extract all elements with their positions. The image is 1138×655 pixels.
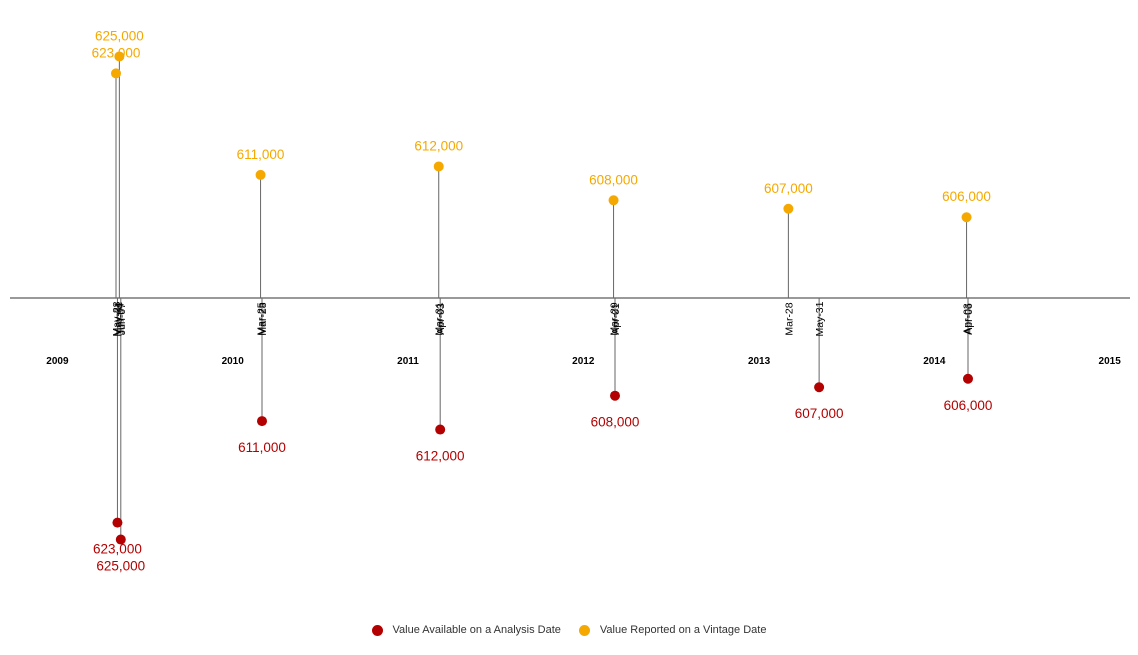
date-tick-label: May-28 [111,301,123,336]
legend: Value Available on a Analysis Date Value… [0,619,1138,641]
analysis-point[interactable] [115,534,126,545]
date-tick-label: Apr-06 [963,303,975,335]
vintage-point[interactable] [783,203,794,214]
date-tick-label: Mar-28 [257,302,269,335]
value-label: 612,000 [414,138,463,153]
value-label: 611,000 [238,440,286,455]
legend-marker-analysis [371,624,383,636]
year-label: 2015 [1099,356,1122,367]
value-label: 608,000 [591,415,640,430]
vintage-point[interactable] [433,161,444,172]
date-tick-label: Apr-01 [610,303,622,335]
legend-marker-vintage [578,624,590,636]
year-label: 2010 [222,356,245,367]
value-label: 623,000 [93,542,142,557]
value-label: 606,000 [944,398,993,413]
vintage-point[interactable] [111,68,121,79]
value-label: 612,000 [416,449,465,464]
year-label: 2013 [748,356,771,367]
analysis-point[interactable] [112,517,123,528]
vintage-point[interactable] [608,195,619,206]
value-label: 607,000 [795,406,844,421]
year-label: 2009 [46,356,69,367]
timeline-chart: 2009 2010 2011 2012 2013 2014 2015 May-31Jun-0… [10,28,1130,574]
date-tick-label: Jun-04 [114,303,126,335]
date-tick-label: Apr-03 [435,303,447,335]
value-label: 608,000 [589,172,638,187]
value-label: 607,000 [764,181,813,196]
data-points [111,51,973,545]
vintage-point[interactable] [255,169,266,180]
value-label: 625,000 [96,559,145,574]
legend-label-analysis: Value Available on a Analysis Date [392,624,561,636]
date-tick-label: May-31 [814,301,826,336]
analysis-point[interactable] [435,424,446,435]
analysis-point[interactable] [963,373,973,384]
value-label: 611,000 [237,147,285,162]
legend-item-analysis[interactable]: Value Available on a Analysis Date [371,624,561,636]
date-tick-label: Apr-03 [962,303,974,335]
year-label: 2012 [572,356,595,367]
legend-item-vintage[interactable]: Value Reported on a Vintage Date [578,624,767,636]
year-label: 2014 [923,356,946,367]
legend-label-vintage: Value Reported on a Vintage Date [599,624,767,636]
year-label: 2011 [397,356,419,367]
date-tick-label: Mar-25 [256,302,268,335]
value-label: 606,000 [942,189,991,204]
date-tick-label: Jun-07 [116,303,128,335]
value-label: 623,000 [92,45,141,60]
stem-lines [115,56,969,540]
value-labels: 623,000 625,000 611,000 612,000 608,000 607,0… [92,28,993,573]
analysis-point[interactable] [814,382,825,393]
year-labels: 2009 2010 2011 2012 2013 2014 2015 [46,356,1121,367]
analysis-point[interactable] [257,416,268,427]
vintage-point[interactable] [114,51,125,62]
value-label: 625,000 [95,28,144,43]
analysis-point[interactable] [610,390,621,401]
date-tick-label: May-31 [112,301,124,336]
vintage-point[interactable] [961,212,972,223]
date-tick-label: Mar-31 [434,302,446,335]
date-tick-label: Mar-29 [609,302,621,335]
date-tick-label: Mar-28 [783,302,795,335]
